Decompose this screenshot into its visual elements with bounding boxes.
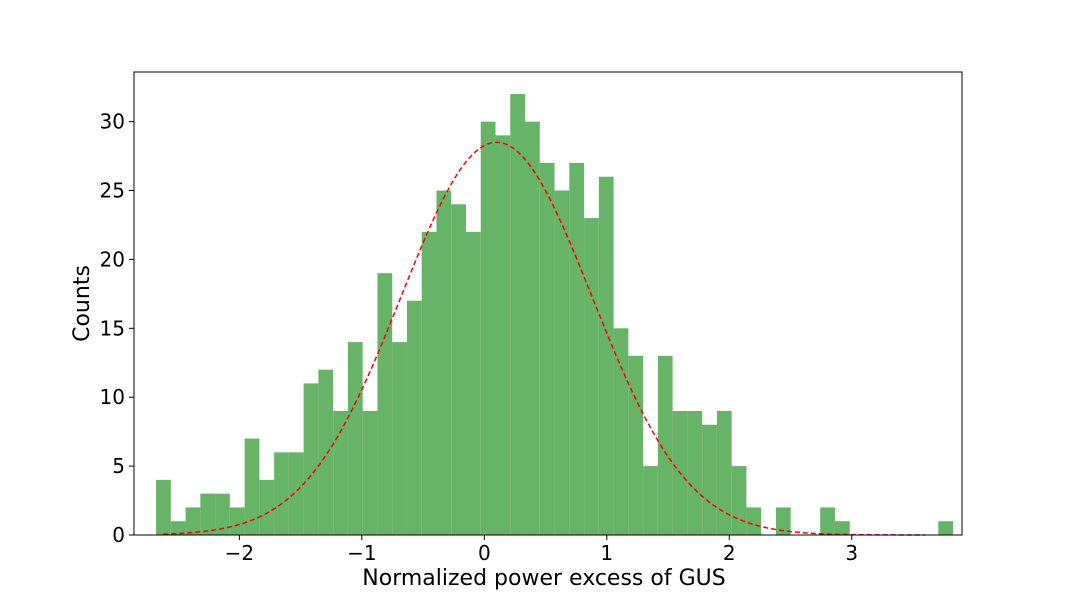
- histogram-bar: [731, 466, 747, 535]
- histogram-bar: [303, 383, 319, 535]
- histogram-bar: [185, 507, 201, 535]
- y-tick-label: 0: [112, 523, 125, 547]
- histogram-bar: [156, 479, 171, 535]
- histogram-bar: [569, 162, 585, 536]
- histogram-bar: [613, 328, 629, 535]
- histogram-bar: [510, 94, 526, 536]
- x-tick-label: 1: [600, 541, 613, 565]
- x-axis-title: Normalized power excess of GUS: [362, 566, 725, 591]
- histogram-bar: [628, 355, 644, 535]
- histogram-bar: [495, 135, 511, 535]
- y-tick-label: 5: [112, 454, 125, 478]
- histogram-bar: [244, 438, 260, 535]
- histogram-bar: [554, 190, 570, 535]
- histogram-bar: [702, 424, 717, 535]
- histogram-bar: [229, 507, 245, 535]
- histogram-bar: [775, 507, 791, 535]
- histogram-bar: [333, 410, 348, 535]
- x-tick-label: −1: [347, 541, 376, 565]
- histogram-bar: [377, 273, 393, 535]
- histogram-bar: [347, 342, 363, 535]
- x-axis-ticks: −2 −1 0 1 2 3: [225, 535, 858, 565]
- histogram-bar: [480, 121, 496, 535]
- histogram-bar: [200, 493, 216, 535]
- x-tick-label: 0: [478, 541, 491, 565]
- histogram-bar: [392, 342, 407, 535]
- histogram-bar: [834, 521, 850, 535]
- histogram-bars: [156, 94, 954, 536]
- histogram-bar: [274, 452, 289, 535]
- histogram-bar: [584, 218, 599, 535]
- histogram-bar: [318, 369, 334, 535]
- histogram-bar: [716, 410, 732, 535]
- gaussian-fit-line: [163, 141, 926, 536]
- histogram-bar: [406, 300, 422, 535]
- histogram-bar: [170, 521, 186, 535]
- histogram-bar: [465, 231, 481, 535]
- y-tick-label: 20: [100, 247, 125, 271]
- y-axis-ticks: 0 5 10 15 20 25 30: [100, 110, 134, 547]
- y-tick-label: 10: [100, 385, 125, 409]
- y-tick-label: 30: [100, 110, 125, 134]
- x-tick-label: 3: [845, 541, 858, 565]
- histogram-bar: [436, 190, 452, 535]
- histogram-bar: [421, 231, 437, 535]
- histogram-bar: [215, 493, 230, 535]
- y-axis-title: Counts: [70, 265, 95, 342]
- histogram-bar: [746, 507, 762, 535]
- histogram-bar: [539, 162, 555, 536]
- histogram-bar: [687, 410, 703, 535]
- histogram-bar: [820, 507, 835, 535]
- histogram-bar: [657, 355, 673, 535]
- y-tick-label: 25: [100, 179, 125, 203]
- y-tick-label: 15: [100, 316, 125, 340]
- histogram-bar: [525, 121, 540, 535]
- histogram-bar: [362, 410, 378, 535]
- x-tick-label: 2: [723, 541, 736, 565]
- histogram-bar: [643, 466, 658, 535]
- x-tick-label: −2: [225, 541, 254, 565]
- histogram-bar: [598, 176, 614, 535]
- histogram-bar: [938, 521, 954, 535]
- histogram-bar: [288, 452, 304, 535]
- histogram-bar: [259, 479, 275, 535]
- histogram-bar: [451, 204, 466, 536]
- plot-frame: [133, 71, 963, 536]
